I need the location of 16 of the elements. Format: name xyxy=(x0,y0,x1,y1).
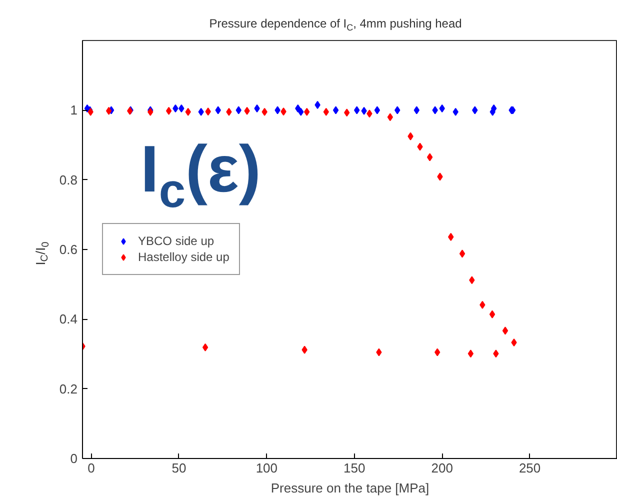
x-tick-label: 200 xyxy=(431,460,453,476)
x-tick-label: 100 xyxy=(256,460,278,476)
x-tick-label: 250 xyxy=(518,460,541,476)
y-tick-label: 0.2 xyxy=(59,381,78,396)
x-axis-title: Pressure on the tape [MPa] xyxy=(270,480,430,496)
legend-label: Hastelloy side up xyxy=(138,250,230,264)
y-tick-label: 0.8 xyxy=(59,172,78,188)
legend-label: YBCO side up xyxy=(138,234,214,248)
y-tick-label: 0.6 xyxy=(59,242,78,257)
x-tick-label: 0 xyxy=(88,460,95,476)
y-tick-label: 0.4 xyxy=(59,312,78,327)
x-tick-label: 150 xyxy=(344,460,366,476)
y-tick-label: 1 xyxy=(70,102,78,118)
y-tick-label: 0 xyxy=(70,451,78,466)
x-tick-label: 50 xyxy=(172,460,186,476)
y-axis-title: IC/I0 xyxy=(33,241,52,266)
